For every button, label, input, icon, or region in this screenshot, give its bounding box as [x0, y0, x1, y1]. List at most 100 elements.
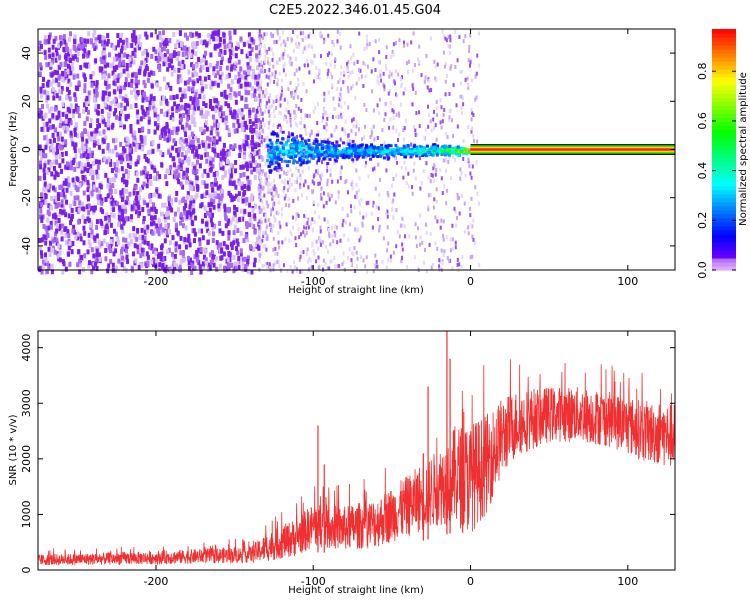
- heatmap-cell: [89, 136, 93, 142]
- heatmap-cell: [323, 96, 326, 100]
- heatmap-cell: [90, 168, 94, 174]
- heatmap-cell: [258, 34, 261, 39]
- heatmap-cell: [73, 92, 77, 98]
- heatmap-cell: [76, 133, 79, 139]
- heatmap-cell: [345, 220, 347, 225]
- heatmap-cell: [307, 225, 310, 230]
- heatmap-cell: [131, 37, 135, 43]
- heatmap-cell: [106, 193, 110, 199]
- heatmap-cell: [317, 246, 320, 251]
- heatmap-cell: [213, 98, 217, 104]
- heatmap-cell: [200, 113, 204, 119]
- heatmap-cell: [143, 225, 147, 231]
- colorbar-segment: [712, 97, 736, 102]
- heatmap-cell: [316, 121, 319, 125]
- heatmap-cell: [400, 84, 403, 89]
- heatmap-cell: [211, 141, 215, 147]
- heatmap-cell: [344, 119, 347, 124]
- heatmap-cell: [61, 158, 65, 164]
- heatmap-cell: [414, 63, 416, 67]
- heatmap-cell: [137, 68, 141, 74]
- heatmap-cell: [470, 175, 473, 180]
- heatmap-cell: [100, 200, 104, 206]
- heatmap-cell: [95, 219, 99, 225]
- heatmap-cell: [83, 166, 87, 172]
- heatmap-cell: [277, 231, 280, 236]
- heatmap-cell: [74, 142, 78, 148]
- heatmap-cell: [87, 210, 91, 216]
- heatmap-cell: [408, 147, 412, 151]
- y-tick-label: 0: [20, 146, 33, 153]
- heatmap-cell: [198, 237, 202, 243]
- heatmap-cell: [85, 101, 89, 107]
- heatmap-cell: [92, 160, 95, 166]
- heatmap-cell: [263, 193, 266, 198]
- heatmap-cell: [295, 243, 298, 248]
- heatmap-cell: [241, 126, 245, 132]
- heatmap-cell: [228, 151, 232, 157]
- heatmap-cell: [365, 255, 368, 260]
- heatmap-cell: [311, 152, 315, 156]
- heatmap-cell: [66, 176, 70, 182]
- heatmap-cell: [182, 257, 186, 263]
- heatmap-cell: [290, 232, 293, 237]
- heatmap-cell: [150, 259, 154, 265]
- heatmap-cell: [430, 145, 434, 149]
- heatmap-cell: [313, 251, 316, 256]
- heatmap-cell: [181, 174, 185, 180]
- heatmap-cell: [123, 148, 127, 154]
- heatmap-cell: [138, 44, 142, 50]
- heatmap-cell: [129, 104, 133, 110]
- heatmap-cell: [421, 150, 424, 154]
- heatmap-cell: [248, 65, 252, 71]
- heatmap-cell: [265, 247, 268, 252]
- heatmap-cell: [139, 170, 143, 176]
- heatmap-cell: [221, 230, 225, 236]
- heatmap-cell: [64, 226, 68, 232]
- heatmap-cell: [288, 238, 291, 243]
- heatmap-cell: [43, 35, 47, 40]
- heatmap-cell: [68, 261, 72, 267]
- heatmap-cell: [315, 148, 319, 152]
- heatmap-cell: [259, 82, 262, 87]
- heatmap-cell: [191, 63, 195, 69]
- heatmap-cell: [204, 110, 208, 116]
- heatmap-cell: [258, 87, 261, 92]
- heatmap-cell: [73, 201, 77, 206]
- heatmap-cell: [148, 193, 152, 199]
- heatmap-cell: [361, 155, 365, 159]
- heatmap-cell: [237, 264, 241, 270]
- heatmap-cell: [321, 240, 324, 245]
- heatmap-cell: [136, 244, 140, 250]
- heatmap-cell: [339, 153, 343, 157]
- heatmap-cell: [284, 151, 288, 155]
- heatmap-cell: [189, 211, 193, 217]
- heatmap-cell: [210, 184, 214, 190]
- heatmap-cell: [181, 197, 185, 203]
- heatmap-cell: [146, 177, 150, 183]
- heatmap-cell: [326, 138, 329, 143]
- heatmap-cell: [446, 188, 449, 193]
- heatmap-cell: [201, 65, 205, 70]
- heatmap-cell: [302, 230, 305, 235]
- heatmap-cell: [218, 220, 222, 226]
- heatmap-cell: [316, 160, 318, 165]
- heatmap-cell: [264, 48, 267, 53]
- heatmap-cell: [392, 147, 396, 151]
- heatmap-cell: [43, 135, 47, 141]
- heatmap-cell: [102, 129, 106, 135]
- heatmap-cell: [337, 144, 341, 148]
- heatmap-cell: [215, 139, 219, 145]
- heatmap-cell: [360, 255, 362, 259]
- heatmap-cell: [259, 168, 262, 173]
- heatmap-cell: [265, 31, 268, 36]
- heatmap-cell: [68, 240, 72, 246]
- heatmap-cell: [204, 84, 208, 89]
- heatmap-cell: [292, 141, 296, 145]
- heatmap-cell: [281, 78, 283, 83]
- heatmap-cell: [143, 83, 147, 89]
- heatmap-cell: [258, 102, 261, 107]
- heatmap-cell: [374, 149, 378, 153]
- heatmap-cell: [259, 189, 262, 194]
- heatmap-cell: [305, 225, 308, 230]
